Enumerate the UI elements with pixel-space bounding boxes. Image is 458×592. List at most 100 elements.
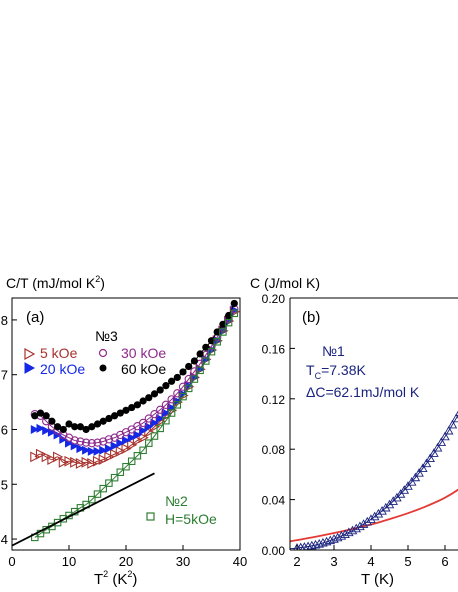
point-60-koe-12 [99, 417, 107, 425]
point-h-5koe-12 [99, 484, 107, 493]
panel-a-xlabel-end: ) [132, 571, 137, 588]
point-20-koe-17 [127, 433, 137, 443]
point-5-koe-1 [35, 448, 47, 460]
point-b-0-39 [436, 437, 447, 446]
point-20-koe-8 [76, 444, 85, 454]
x-tick-label-a-0: 0 [8, 554, 15, 569]
x-tick-label-b-4: 6 [441, 554, 448, 569]
point-5-koe-12 [98, 454, 109, 466]
point-h-5koe-27 [184, 384, 193, 393]
point-60-koe-6 [65, 420, 73, 428]
legend-marker-20koe [24, 362, 36, 374]
point-5-koe-10 [87, 458, 98, 469]
y-tick-label-b-1: 0.04 [262, 494, 286, 508]
point-b-0-36 [425, 453, 435, 463]
point-60-koe-28 [190, 357, 198, 365]
point-b-0-20 [366, 514, 376, 523]
point-b-0-30 [403, 481, 413, 490]
panel-b-ylabel: C (J/mol K) [250, 275, 320, 291]
curve-b-0 [290, 488, 458, 543]
point-30-koe-19 [138, 418, 148, 428]
point-b-0-0 [293, 543, 301, 550]
legend-label-5koe: 5 kOe [40, 345, 78, 361]
point-60-koe-17 [128, 403, 136, 412]
point-20-koe-9 [82, 445, 91, 455]
point-b-0-15 [347, 525, 358, 535]
point-b-0-12 [336, 531, 347, 540]
point-60-koe-14 [111, 412, 119, 420]
legend-marker-5koe [24, 347, 36, 361]
point-20-koe-22 [156, 414, 165, 424]
point-60-koe-13 [105, 414, 113, 423]
point-h-5koe-33 [219, 328, 227, 336]
panel-a-xlabel: T2 (K2) [94, 569, 137, 588]
point-b-0-9 [325, 535, 336, 545]
point-h-5koe-35 [230, 309, 239, 318]
y-tick-label-a-3: 7 [1, 368, 8, 383]
panel-a-ylabel-end: ) [100, 275, 105, 291]
point-h-5koe-14 [110, 473, 119, 482]
panel-a-xlabel-sup: 2 [103, 569, 108, 579]
point-b-0-38 [432, 442, 443, 452]
point-60-koe-33 [219, 320, 227, 328]
point-60-koe-26 [179, 368, 187, 376]
x-tick-label-b-3: 5 [404, 554, 411, 569]
point-5-koe-5 [58, 456, 69, 468]
point-30-koe-11 [93, 438, 102, 447]
y-tick-label-a-2: 6 [1, 422, 8, 437]
x-tick-label-b-1: 3 [330, 554, 337, 569]
point-60-koe-29 [196, 350, 204, 358]
point-b-0-35 [421, 458, 432, 468]
point-20-koe-12 [99, 445, 108, 455]
point-b-0-8 [321, 536, 332, 546]
x-tick-label-a-2: 20 [119, 554, 133, 569]
panel-a-ylabel-sup: 2 [95, 274, 100, 284]
point-60-koe-32 [213, 328, 221, 336]
legend-label-30koe: 30 kOe [121, 345, 166, 361]
point-30-koe-10 [87, 439, 96, 448]
point-60-koe-20 [145, 394, 153, 402]
point-h-5koe-30 [202, 357, 210, 365]
point-30-koe-12 [99, 437, 108, 446]
point-h-5koe-22 [156, 424, 164, 433]
point-20-koe-13 [104, 444, 114, 454]
point-20-koe-19 [139, 426, 148, 436]
point-30-koe-22 [156, 405, 165, 414]
point-5-koe-11 [92, 455, 104, 467]
panel-a-xlabel-sup2: 2 [127, 569, 132, 579]
tc-label-sub: C [315, 371, 322, 381]
point-60-koe-19 [139, 397, 147, 405]
point-b-0-5 [310, 539, 321, 549]
y-tick-label-b-5: 0.20 [262, 292, 286, 306]
point-h-5koe-20 [145, 439, 153, 447]
legend-label-h5koe: H=5kOe [165, 511, 217, 527]
group-label-3: №3 [95, 328, 118, 344]
point-60-koe-10 [88, 423, 96, 431]
tc-label: TC=7.38K [306, 362, 366, 381]
point-20-koe-0 [30, 424, 40, 434]
legend-a: 5 kOe 30 kOe 20 kOe 60 kOe [24, 345, 166, 377]
point-h-5koe-16 [122, 462, 130, 471]
point-60-koe-34 [225, 311, 233, 320]
point-30-koe-9 [81, 438, 91, 447]
point-60-koe-25 [173, 373, 181, 382]
point-5-koe-2 [41, 451, 52, 463]
point-60-koe-0 [31, 412, 39, 420]
point-h-5koe-29 [196, 366, 204, 375]
group-label-2: №2 [165, 493, 188, 509]
legend-marker-h5koe [146, 512, 155, 521]
sample-label: №1 [322, 343, 345, 359]
point-b-0-17 [355, 521, 365, 531]
point-30-koe-21 [150, 409, 159, 419]
point-5-koe-9 [81, 456, 92, 468]
point-b-0-18 [358, 519, 369, 528]
x-tick-label-a-3: 30 [176, 554, 190, 569]
point-5-koe-4 [53, 451, 64, 463]
legend-label-20koe: 20 kOe [40, 361, 85, 377]
point-b-0-19 [362, 516, 373, 526]
point-30-koe-23 [161, 400, 171, 409]
tc-label-value: =7.38K [321, 362, 366, 378]
point-b-0-31 [406, 477, 417, 486]
point-60-koe-24 [168, 377, 176, 385]
